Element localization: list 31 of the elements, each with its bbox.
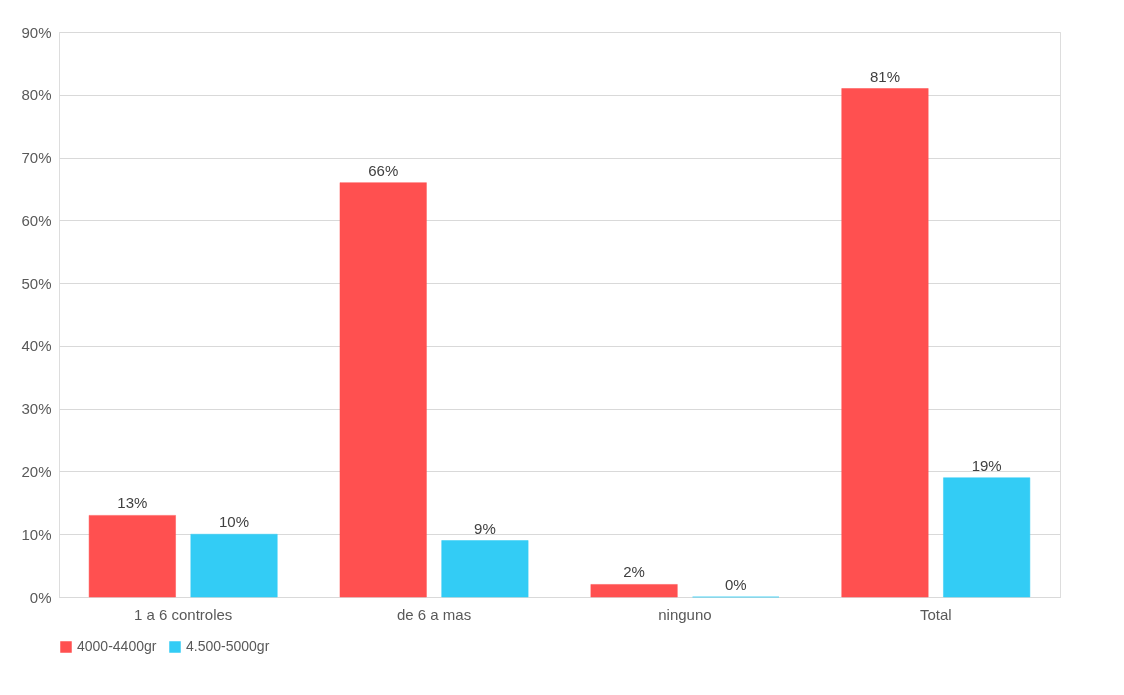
y-tick-label: 0% bbox=[29, 588, 52, 606]
x-tick-label: Total bbox=[919, 605, 952, 623]
legend-label: 4.500-5000gr bbox=[186, 638, 270, 654]
data-label: 66% bbox=[368, 161, 399, 179]
bar bbox=[943, 477, 1031, 598]
y-tick-label: 70% bbox=[21, 149, 52, 167]
y-tick-label: 30% bbox=[21, 400, 52, 418]
y-tick-label: 40% bbox=[21, 337, 52, 355]
data-label: 0% bbox=[724, 576, 747, 593]
data-label: 13% bbox=[117, 494, 148, 512]
data-label: 10% bbox=[219, 513, 250, 531]
x-tick-label: ninguno bbox=[658, 605, 712, 623]
bar bbox=[88, 515, 176, 598]
bar bbox=[841, 88, 929, 598]
data-label: 81% bbox=[869, 67, 900, 85]
x-tick-label: 1 a 6 controles bbox=[133, 605, 233, 623]
y-tick-label: 80% bbox=[21, 86, 52, 104]
data-label: 9% bbox=[474, 519, 496, 537]
y-tick-label: 60% bbox=[21, 211, 52, 229]
bar bbox=[339, 182, 427, 598]
bar bbox=[190, 533, 278, 598]
data-label: 19% bbox=[971, 456, 1002, 474]
y-tick-label: 90% bbox=[21, 23, 52, 41]
y-tick-label: 50% bbox=[21, 274, 52, 292]
y-tick-label: 20% bbox=[21, 462, 52, 480]
x-tick-label: de 6 a mas bbox=[396, 605, 472, 623]
bar bbox=[590, 584, 678, 598]
y-tick-label: 10% bbox=[21, 525, 52, 543]
data-label: 2% bbox=[623, 563, 645, 581]
legend-label: 4000-4400gr bbox=[77, 638, 157, 654]
bar bbox=[441, 540, 529, 598]
